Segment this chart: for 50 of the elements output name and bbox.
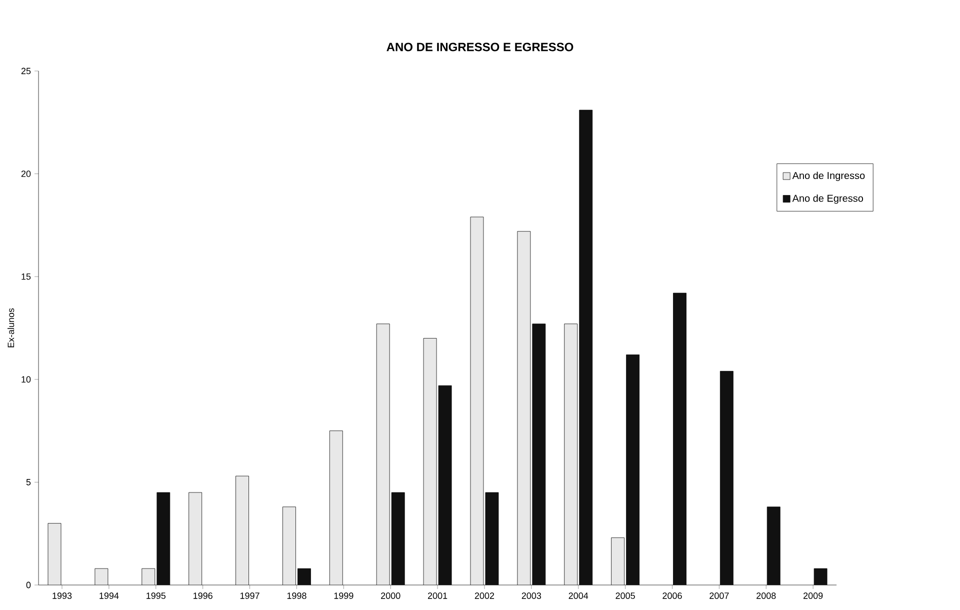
legend-label: Ano de Ingresso bbox=[792, 172, 865, 182]
legend-label: Ano de Egresso bbox=[792, 194, 864, 204]
bar bbox=[282, 506, 296, 585]
x-tick-label: 2009 bbox=[804, 592, 823, 599]
bar bbox=[611, 538, 625, 585]
y-axis-title: Ex-alunos bbox=[8, 308, 14, 348]
x-tick-label: 2000 bbox=[381, 592, 400, 599]
y-tick-label: 15 bbox=[22, 273, 31, 280]
x-tick-label: 2001 bbox=[428, 592, 448, 599]
x-tick-label: 2004 bbox=[568, 592, 588, 599]
y-tick-label: 5 bbox=[26, 479, 31, 486]
bar bbox=[626, 354, 640, 585]
bar bbox=[330, 430, 343, 585]
bar bbox=[579, 110, 592, 585]
bar bbox=[564, 324, 578, 585]
bar bbox=[48, 523, 61, 585]
bar bbox=[424, 338, 437, 585]
bar bbox=[392, 492, 405, 585]
y-tick-label: 0 bbox=[26, 582, 31, 588]
bar bbox=[188, 492, 202, 585]
x-tick-label: 1996 bbox=[194, 592, 212, 599]
bar bbox=[470, 216, 484, 585]
x-tick-label: 1999 bbox=[334, 592, 354, 599]
bar bbox=[517, 231, 530, 585]
bar bbox=[720, 371, 734, 585]
bar bbox=[532, 324, 546, 585]
x-tick-label: 2008 bbox=[756, 592, 776, 599]
y-tick-label: 10 bbox=[22, 376, 31, 383]
x-tick-label: 1994 bbox=[100, 592, 119, 599]
y-tick-label: 25 bbox=[21, 68, 31, 74]
bar bbox=[485, 492, 498, 585]
x-tick-label: 1995 bbox=[146, 592, 166, 599]
bar bbox=[236, 476, 249, 585]
x-tick-label: 2002 bbox=[474, 592, 494, 599]
bar bbox=[767, 506, 780, 585]
x-tick-label: 1993 bbox=[52, 592, 72, 599]
x-tick-label: 2003 bbox=[522, 592, 542, 599]
bar bbox=[376, 324, 390, 585]
bar bbox=[298, 568, 311, 585]
x-tick-label: 2007 bbox=[710, 592, 729, 599]
bar bbox=[156, 492, 170, 585]
bar bbox=[673, 293, 686, 585]
chart-title: ANO DE INGRESSO E EGRESSO bbox=[386, 42, 574, 52]
x-tick-label: 1997 bbox=[240, 592, 260, 599]
bar bbox=[438, 386, 452, 585]
x-tick-label: 1998 bbox=[287, 592, 306, 599]
x-tick-label: 2006 bbox=[662, 592, 682, 599]
x-tick-label: 2005 bbox=[616, 592, 635, 599]
y-tick-label: 20 bbox=[21, 170, 31, 177]
bar bbox=[142, 568, 155, 585]
